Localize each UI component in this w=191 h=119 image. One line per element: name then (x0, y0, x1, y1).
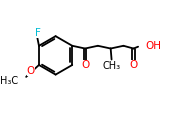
Text: CH₃: CH₃ (103, 61, 121, 71)
Text: O: O (81, 60, 89, 70)
Text: H₃C: H₃C (0, 77, 18, 87)
Text: O: O (27, 66, 35, 76)
Text: OH: OH (145, 41, 161, 51)
Text: O: O (129, 60, 138, 70)
Text: F: F (35, 28, 41, 38)
